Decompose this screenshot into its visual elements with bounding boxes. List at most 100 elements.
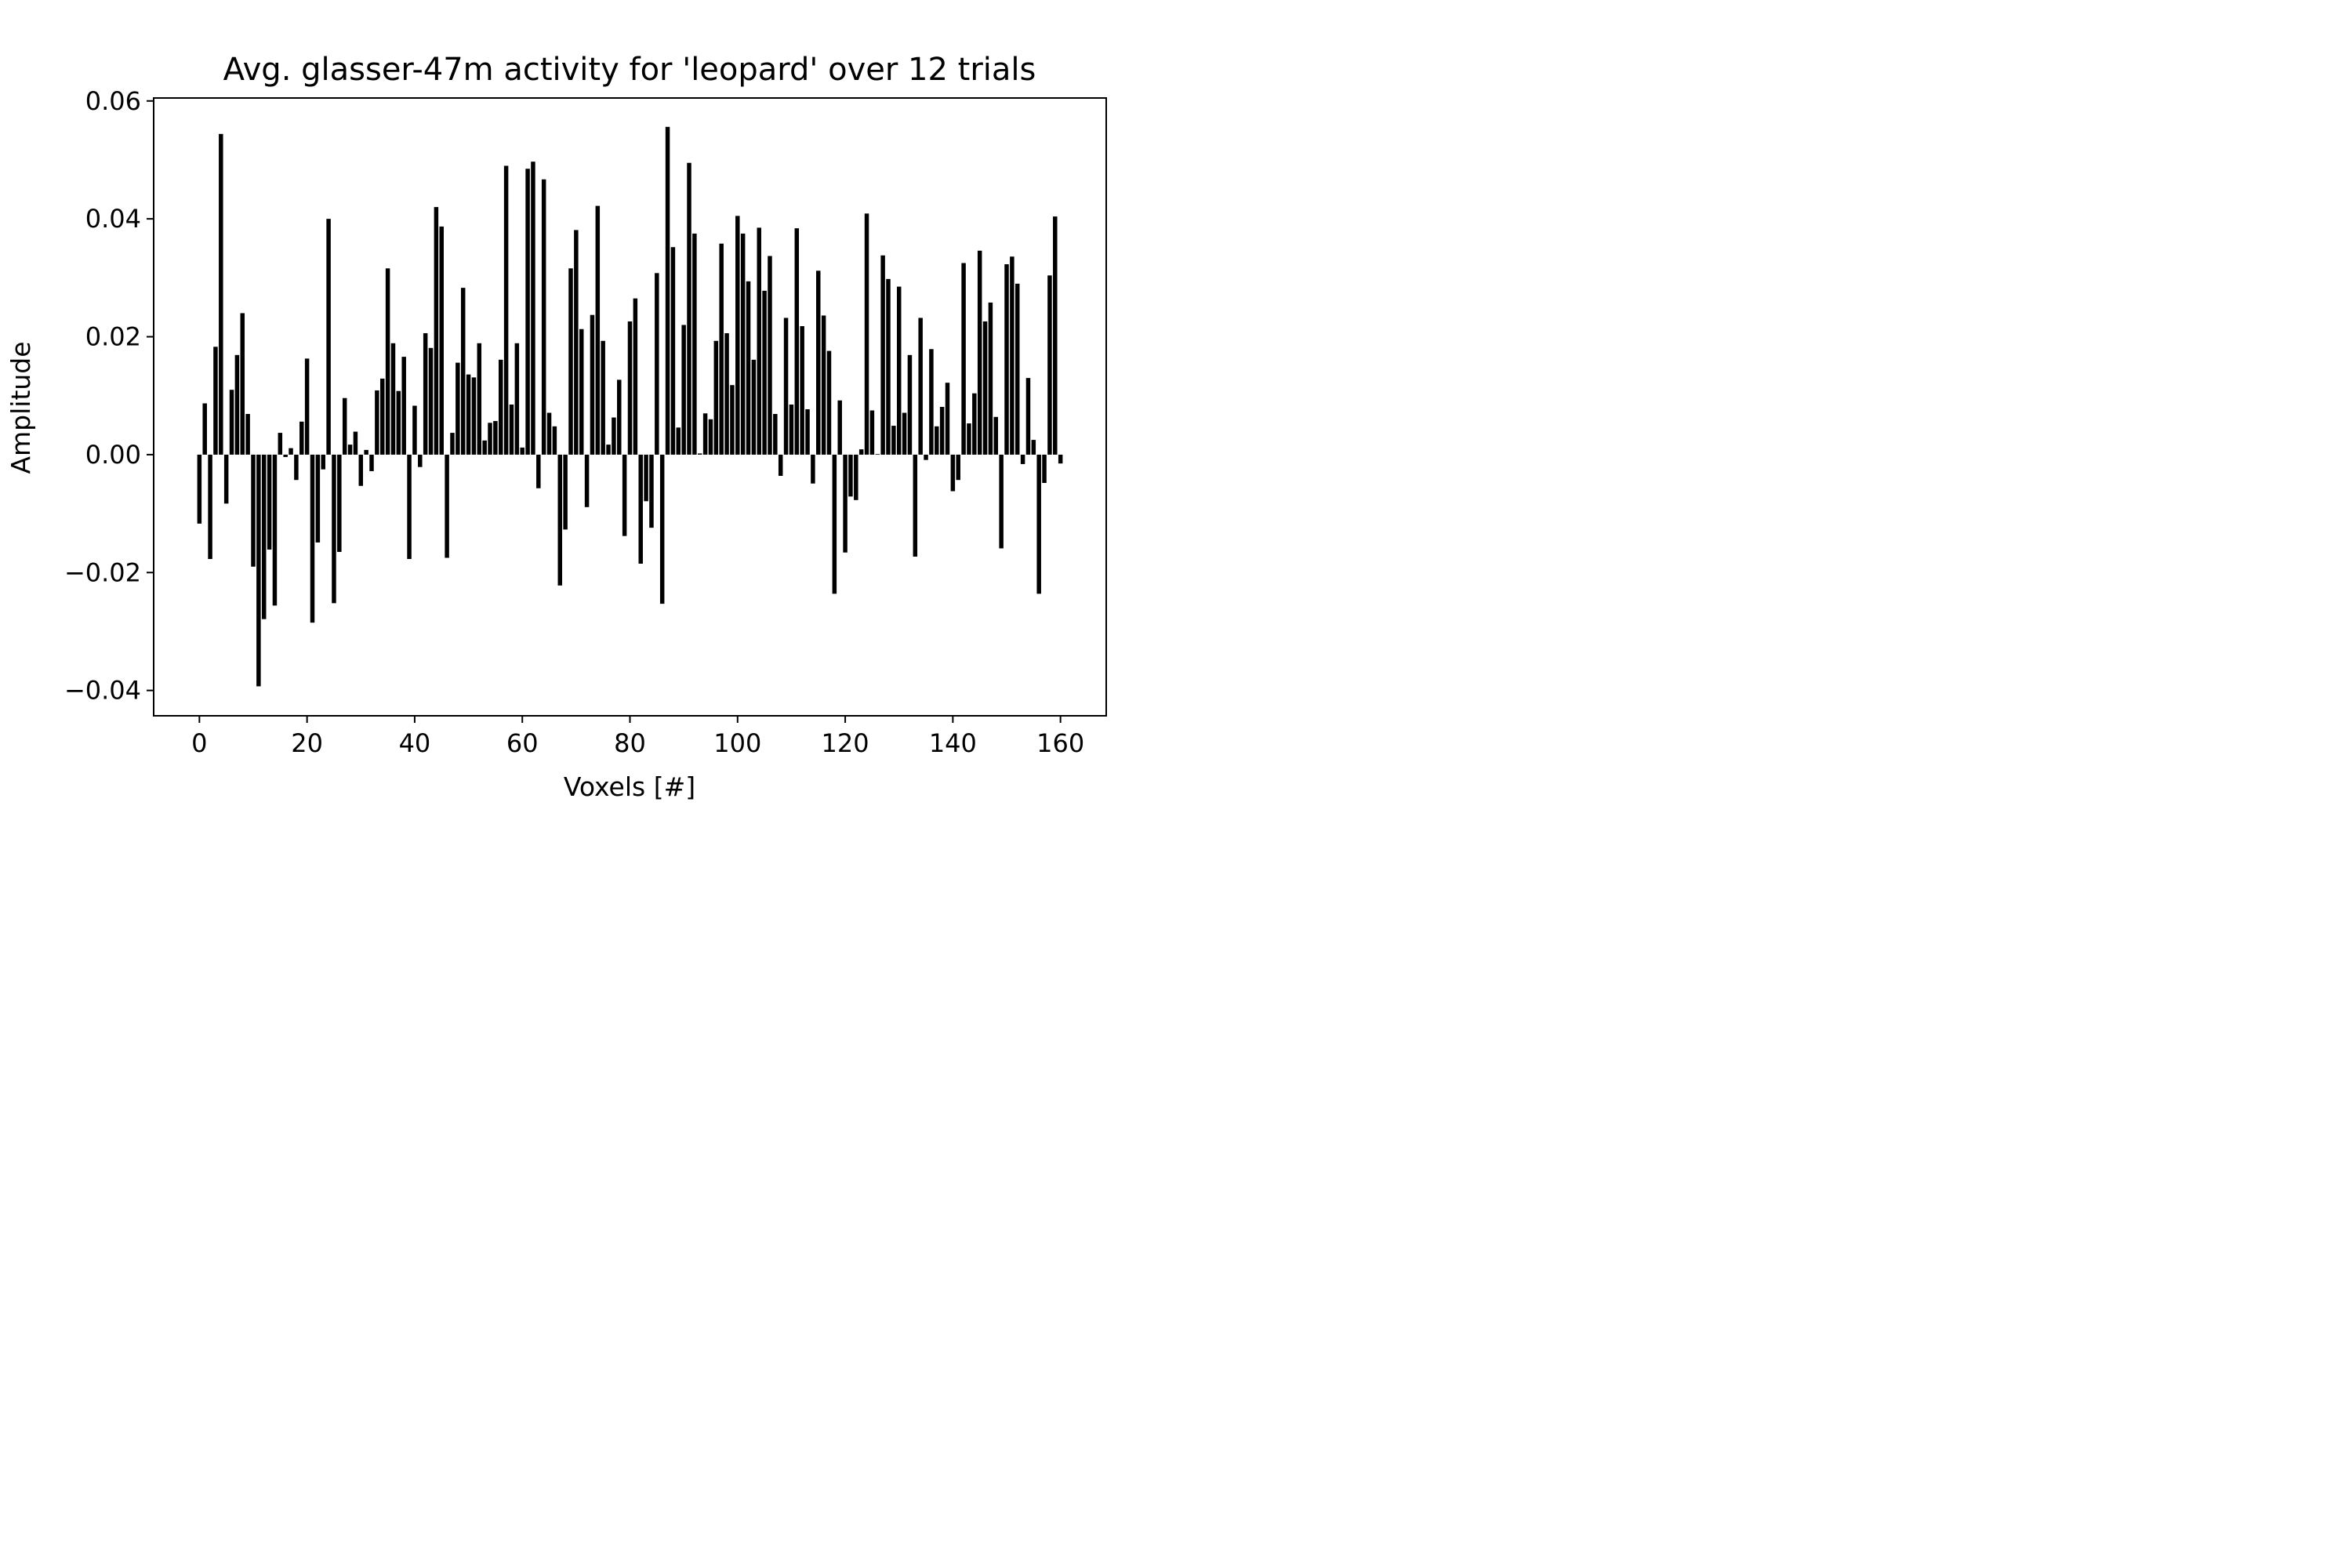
bar [826, 350, 832, 455]
bar [719, 243, 724, 455]
bar [681, 325, 686, 455]
bar [713, 340, 719, 455]
bar [902, 412, 907, 455]
bar [832, 454, 837, 594]
bar [708, 419, 713, 455]
bar [525, 169, 530, 455]
bar [757, 227, 761, 455]
bar [724, 333, 729, 455]
bar [488, 423, 492, 455]
bar [687, 162, 691, 455]
bar [961, 263, 966, 455]
bar [649, 454, 654, 528]
x-tick-label: 60 [506, 728, 539, 758]
bar [945, 383, 950, 455]
x-axis-label: Voxels [#] [564, 771, 695, 802]
bar [789, 404, 794, 455]
bar [858, 449, 864, 455]
bar [1058, 454, 1063, 464]
bar [326, 219, 331, 455]
bar [869, 410, 875, 455]
bar [514, 343, 520, 455]
x-tick-label: 0 [191, 728, 207, 758]
bar [896, 286, 902, 455]
bar [294, 454, 299, 481]
bar [612, 417, 616, 455]
bar [197, 454, 202, 524]
x-tick-label: 20 [291, 728, 323, 758]
bar [956, 454, 960, 481]
bar [568, 268, 573, 455]
bar [531, 162, 535, 455]
bar [697, 453, 702, 455]
bar [574, 230, 579, 455]
bar [768, 256, 772, 455]
bar [396, 390, 401, 455]
bar [310, 454, 315, 623]
bar [439, 226, 444, 455]
bar [283, 454, 288, 457]
bar [918, 318, 923, 455]
bar [746, 281, 751, 455]
bar [385, 268, 390, 455]
bar [778, 454, 783, 476]
bar [811, 454, 815, 484]
bar [999, 454, 1004, 549]
bar [223, 454, 229, 504]
bar [445, 454, 449, 558]
bar [702, 413, 708, 455]
bar [202, 403, 207, 455]
bar [315, 454, 321, 543]
bar [644, 454, 648, 502]
bar [407, 454, 412, 559]
bar [369, 454, 374, 471]
bar [1014, 283, 1020, 455]
bar [219, 133, 223, 455]
bar [659, 454, 665, 604]
y-tick-label: 0.04 [85, 204, 141, 234]
bar [655, 273, 659, 455]
bar [601, 340, 605, 455]
bar [234, 354, 240, 455]
bar [251, 454, 256, 567]
bar [783, 318, 789, 455]
bar [950, 454, 956, 492]
bar [913, 454, 918, 557]
x-tick-label: 120 [822, 728, 869, 758]
bar [493, 421, 498, 455]
bar [471, 377, 477, 455]
y-tick-label: −0.04 [64, 676, 141, 706]
bar [627, 321, 633, 455]
bar [289, 448, 293, 455]
bar [993, 416, 999, 455]
bar [880, 255, 885, 455]
bar [800, 325, 804, 455]
bar [546, 412, 552, 455]
bar [229, 390, 234, 455]
bar [379, 378, 385, 455]
bar [622, 454, 627, 536]
bar [939, 407, 945, 455]
y-axis-ticks: −0.04 −0.02 0.00 0.02 0.04 0.06 [64, 86, 154, 706]
bar [299, 421, 304, 455]
bar [1042, 454, 1047, 483]
x-tick-label: 100 [713, 728, 761, 758]
bar [332, 454, 336, 604]
bars-group [197, 126, 1063, 687]
plot-frame [153, 97, 1107, 717]
bar [837, 400, 842, 455]
bar [740, 233, 746, 455]
bar [1047, 275, 1052, 455]
bar [208, 454, 212, 559]
y-tick-label: 0.02 [85, 322, 141, 352]
bar [499, 359, 503, 455]
bar [617, 379, 622, 455]
x-tick-label: 40 [399, 728, 431, 758]
bar [1020, 454, 1025, 464]
bar [353, 431, 358, 455]
x-tick-label: 80 [614, 728, 646, 758]
bar [1036, 454, 1041, 594]
bar [1025, 378, 1031, 455]
bar [907, 354, 913, 455]
bar [924, 454, 928, 460]
